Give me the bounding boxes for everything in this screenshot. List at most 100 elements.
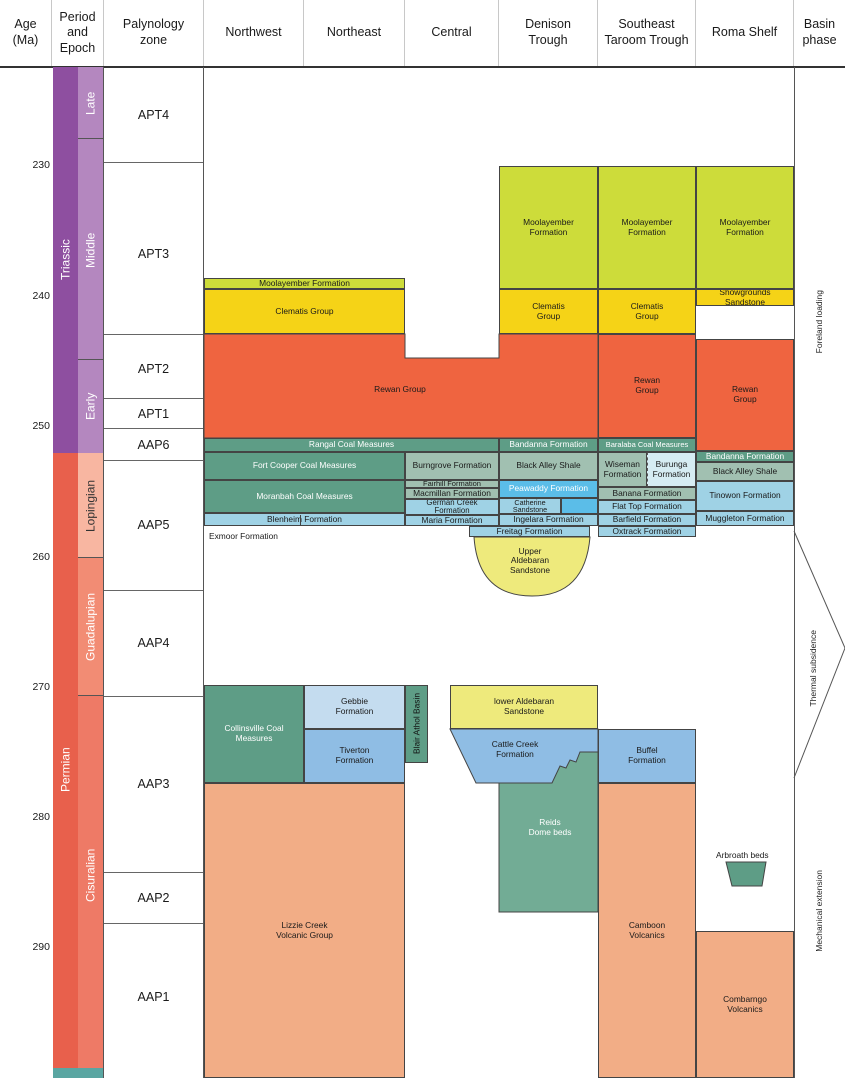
unit-flat-top-formation: Flat Top Formation — [598, 500, 696, 514]
zone-boundary — [104, 872, 203, 873]
unit-burunga-formation: Burunga Formation — [647, 452, 696, 487]
zone-apt4: APT4 — [137, 108, 170, 122]
zone-aap6: AAP6 — [137, 438, 170, 452]
header-denison-trough: Denison Trough — [499, 0, 598, 66]
unit-burngrove-formation: Burngrove Formation — [405, 452, 499, 480]
unit-gebbie-formation: Gebbie Formation — [304, 685, 405, 729]
unit-fairhill-formation: Fairhill Formation — [405, 480, 499, 488]
unit-ingelara-formation: Ingelara Formation — [499, 514, 598, 526]
unit-rewan-roma: Rewan Group — [696, 339, 794, 451]
unit-blair-athol-basin — [405, 685, 428, 763]
unit-arbroath-beds: Arbroath beds — [716, 850, 769, 860]
unit-combarngo-volcanics: Combarngo Volcanics — [696, 931, 794, 1078]
header-palynology-zone: Palynology zone — [104, 0, 204, 66]
phase-foreland-loading: Foreland loading — [814, 290, 824, 354]
epoch-middle-bar — [78, 139, 103, 360]
age-tick-240: 240 — [32, 290, 50, 302]
unit-buffel-formation: Buffel Formation — [598, 729, 696, 783]
phase-mechanical-extension: Mechanical extension — [814, 870, 824, 952]
header-taroom-trough: Southeast Taroom Trough — [598, 0, 696, 66]
unit-german-creek-formation: German Creek Formation — [405, 499, 499, 515]
period-triassic-bar — [53, 67, 78, 453]
zone-aap3: AAP3 — [137, 777, 170, 791]
unit-banana-formation: Banana Formation — [598, 487, 696, 500]
header-divider — [0, 66, 845, 68]
unit-cattle-creek-formation: Cattle Creek Formation — [491, 739, 539, 759]
age-tick-290: 290 — [32, 941, 50, 953]
zone-boundary — [104, 923, 203, 924]
zone-boundary — [104, 696, 203, 697]
header-central: Central — [405, 0, 499, 66]
zone-apt1: APT1 — [137, 407, 170, 421]
zone-aap4: AAP4 — [137, 636, 170, 650]
epoch-guadalupian-bar — [78, 558, 103, 696]
age-tick-230: 230 — [32, 159, 50, 171]
zone-apt3: APT3 — [137, 247, 170, 261]
epoch-cisuralian-bar — [78, 696, 103, 1068]
epoch-lopingian-bar — [78, 453, 103, 558]
unit-blenheim-base-strip — [204, 515, 301, 526]
header-period-epoch: Period and Epoch — [52, 0, 104, 66]
zone-column-left-border — [103, 67, 104, 1078]
unit-maria-formation: Maria Formation — [405, 515, 499, 526]
epoch-early-bar — [78, 360, 103, 453]
zone-column-right-border — [203, 67, 204, 1078]
zone-boundary — [104, 398, 203, 399]
zone-boundary — [104, 162, 203, 163]
zone-aap2: AAP2 — [137, 891, 170, 905]
unit-moolayember-roma: Moolayember Formation — [696, 166, 794, 289]
header-basin-phase: Basin phase — [802, 17, 837, 47]
unit-black-alley-denison: Black Alley Shale — [499, 452, 598, 480]
zone-aap1: AAP1 — [137, 990, 170, 1004]
unit-oxtrack-formation: Oxtrack Formation — [598, 526, 696, 537]
unit-bandanna-roma: Bandanna Formation — [696, 451, 794, 462]
age-tick-270: 270 — [32, 681, 50, 693]
age-tick-260: 260 — [32, 551, 50, 563]
unit-black-alley-roma: Black Alley Shale — [696, 462, 794, 481]
unit-blenheim-formation: Blenheim Formation — [204, 513, 405, 526]
header-age: Age (Ma) — [0, 0, 52, 66]
unit-rangal-coal-measures: Rangal Coal Measures — [204, 438, 499, 452]
period-base-hatch — [53, 1068, 103, 1078]
zone-aap5: AAP5 — [137, 518, 170, 532]
zone-boundary — [104, 590, 203, 591]
zone-boundary — [104, 460, 203, 461]
unit-moolayember-northwest: Moolayember Formation — [204, 278, 405, 289]
zone-boundary — [104, 334, 203, 335]
unit-barfield-formation: Barfield Formation — [598, 514, 696, 526]
phase-thermal-subsidence: Thermal subsidence — [808, 630, 818, 707]
unit-rewan-group: Rewan Group — [374, 384, 426, 395]
header-northeast: Northeast — [304, 0, 405, 66]
unit-upper-aldebaran-sandstone: Upper Aldebaran Sandstone — [509, 545, 551, 575]
unit-showgrounds-sandstone: Showgrounds Sandstone — [696, 289, 794, 306]
unit-moolayember-taroom: Moolayember Formation — [598, 166, 696, 289]
unit-lower-aldebaran-sandstone: lower Aldebaran Sandstone — [450, 685, 598, 729]
period-permian-bar — [53, 453, 78, 1068]
unit-bandanna-denison: Bandanna Formation — [499, 438, 598, 452]
unit-tinowon-formation: Tinowon Formation — [696, 481, 794, 511]
unit-peawaddy-tail — [561, 498, 598, 514]
unit-rewan-taroom: Rewan Group — [598, 334, 696, 438]
unit-fort-cooper-coal-measures: Fort Cooper Coal Measures — [204, 452, 405, 480]
unit-collinsville-coal-measures: Collinsville Coal Measures — [204, 685, 304, 783]
unit-reids-dome-beds: Reids Dome beds — [528, 817, 572, 837]
phase-column-left-border — [794, 67, 795, 1078]
unit-catherine-sandstone: Catherine Sandstone — [499, 498, 561, 514]
unit-clematis-taroom: Clematis Group — [598, 289, 696, 334]
unit-moranbah-coal-measures: Moranbah Coal Measures — [204, 480, 405, 513]
unit-moolayember-denison: Moolayember Formation — [499, 166, 598, 289]
zone-boundary — [104, 428, 203, 429]
unit-tiverton-formation: Tiverton Formation — [304, 729, 405, 783]
unit-peawaddy-formation: Peawaddy Formation — [499, 480, 598, 498]
unit-camboon-volcanics: Camboon Volcanics — [598, 783, 696, 1078]
header-northwest: Northwest — [204, 0, 304, 66]
epoch-late-bar — [78, 67, 103, 139]
unit-muggleton-formation: Muggleton Formation — [696, 511, 794, 526]
unit-macmillan-formation: Macmillan Formation — [405, 488, 499, 499]
age-tick-280: 280 — [32, 811, 50, 823]
zone-apt2: APT2 — [137, 362, 170, 376]
unit-lizzie-creek-volcanic-group: Lizzie Creek Volcanic Group — [204, 783, 405, 1078]
